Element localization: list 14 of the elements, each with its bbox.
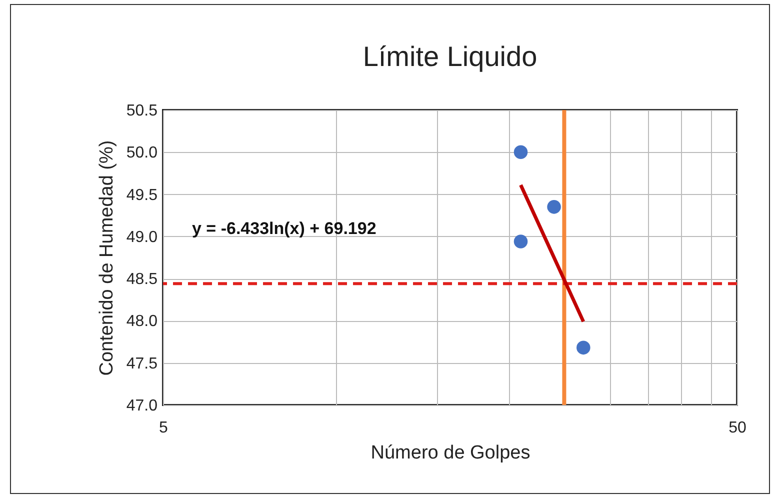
x-axis-title: Número de Golpes bbox=[370, 442, 530, 464]
chart-title: Límite Liquido bbox=[362, 41, 538, 72]
annotation: y = -6.433ln(x) + 69.192 bbox=[192, 219, 376, 238]
y-tick-label: 49.0 bbox=[126, 228, 158, 246]
y-tick-label: 48.0 bbox=[126, 313, 158, 330]
x-tick-label: 50 bbox=[728, 420, 746, 436]
y-tick-label: 49.5 bbox=[126, 186, 158, 204]
y-axis-title: Contenido de Humedad (%) bbox=[96, 140, 118, 376]
y-tick-label: 50.0 bbox=[126, 144, 158, 162]
y-tick-label: 48.5 bbox=[126, 271, 158, 288]
y-tick-label: 47.0 bbox=[126, 398, 158, 414]
x-tick-label: 5 bbox=[159, 420, 168, 436]
y-tick-label: 50.5 bbox=[126, 102, 158, 120]
y-tick-label: 47.5 bbox=[126, 355, 158, 372]
